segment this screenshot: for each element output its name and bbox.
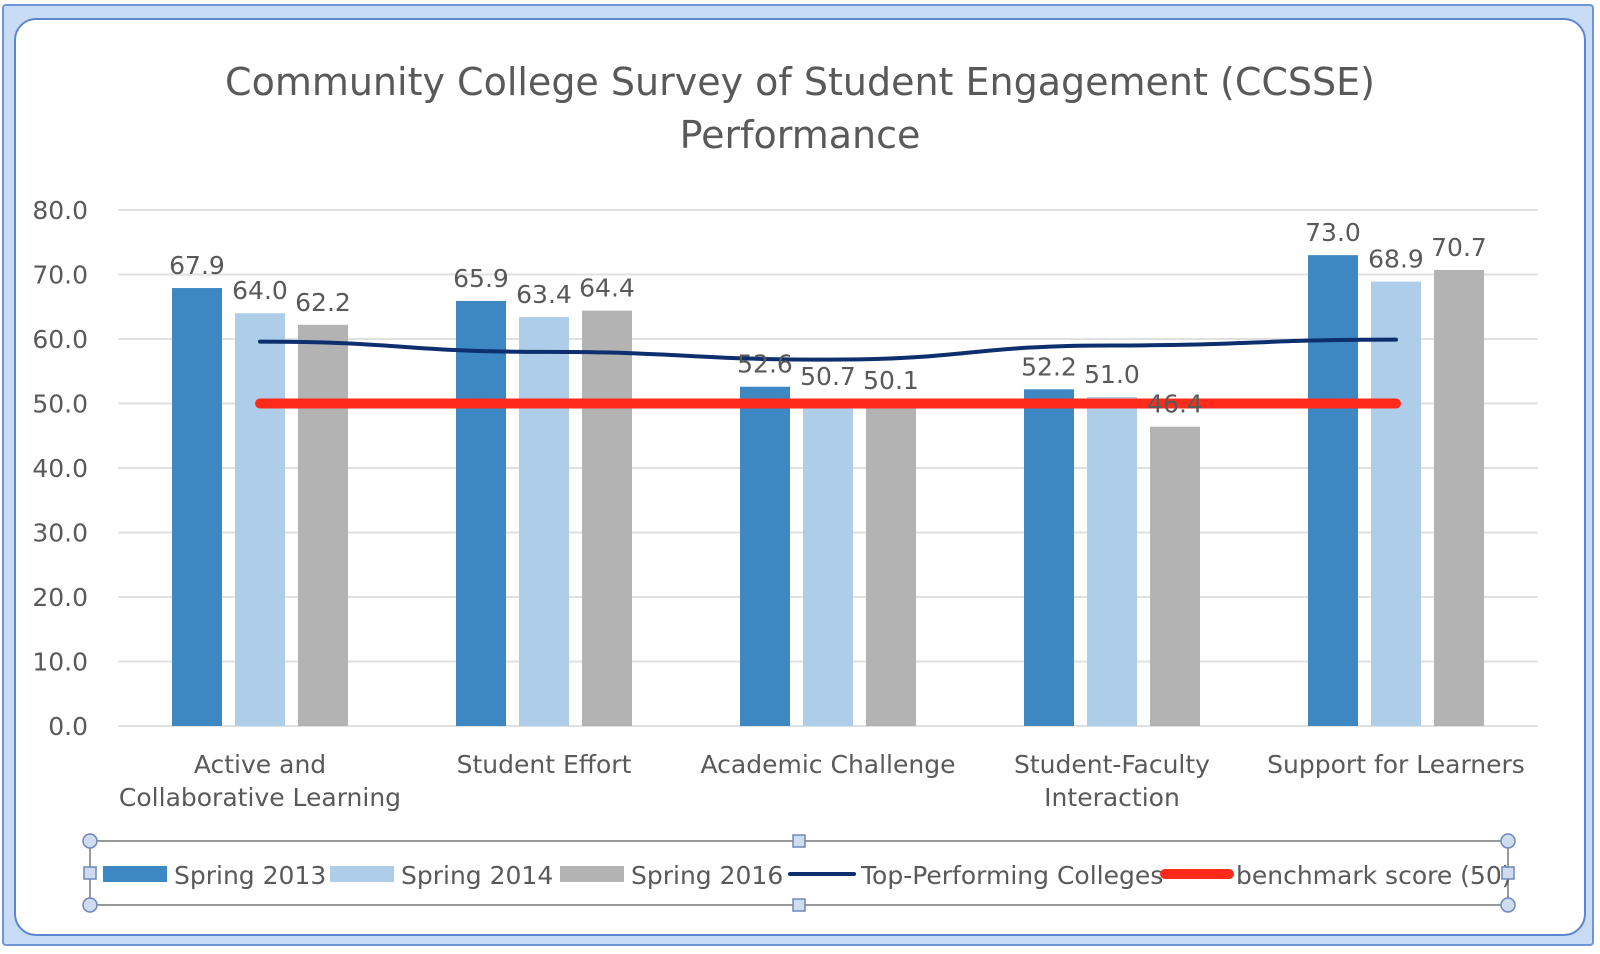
y-tick-label: 0.0	[48, 712, 88, 741]
x-category-label: Student Effort	[457, 750, 632, 779]
legend-label: Spring 2013	[174, 861, 326, 890]
x-category-label: Active and	[194, 750, 326, 779]
legend-swatch	[330, 866, 394, 882]
bar-spring-2014[interactable]	[235, 313, 285, 726]
data-label: 67.9	[169, 251, 225, 280]
resize-handle-icon[interactable]	[1501, 866, 1515, 880]
resize-handle-icon[interactable]	[792, 834, 806, 848]
data-label: 52.2	[1021, 352, 1077, 381]
data-label: 50.7	[800, 362, 856, 391]
legend-label: benchmark score (50)	[1236, 861, 1512, 890]
bar-spring-2016[interactable]	[298, 324, 348, 726]
y-tick-label: 80.0	[32, 196, 88, 225]
resize-handle-icon[interactable]	[792, 898, 806, 912]
data-label: 51.0	[1084, 360, 1140, 389]
data-label: 62.2	[295, 288, 351, 317]
data-label: 50.1	[863, 366, 919, 395]
bar-spring-2013[interactable]	[1308, 255, 1358, 726]
bar-spring-2016[interactable]	[1434, 269, 1484, 726]
chart-title-line-1: Community College Survey of Student Enga…	[225, 60, 1375, 104]
bar-spring-2014[interactable]	[1087, 397, 1137, 726]
y-tick-label: 50.0	[32, 390, 88, 419]
y-tick-label: 60.0	[32, 325, 88, 354]
legend-swatch	[103, 866, 167, 882]
bar-spring-2014[interactable]	[519, 317, 569, 726]
top-performing-line[interactable]	[258, 337, 1398, 362]
bar-spring-2016[interactable]	[866, 402, 916, 726]
resize-handle-icon[interactable]	[82, 833, 98, 849]
resize-handle-icon[interactable]	[1500, 897, 1516, 913]
resize-handle-icon[interactable]	[82, 897, 98, 913]
data-label: 46.4	[1147, 390, 1203, 419]
resize-handle-icon[interactable]	[1500, 833, 1516, 849]
bar-spring-2016[interactable]	[582, 310, 632, 726]
bar-spring-2013[interactable]	[740, 386, 790, 726]
data-label: 68.9	[1368, 245, 1424, 274]
y-tick-label: 20.0	[32, 583, 88, 612]
legend-label: Top-Performing Colleges	[860, 861, 1163, 890]
legend-swatch	[560, 866, 624, 882]
chart-title-line-2: Performance	[680, 113, 921, 157]
resize-handle-icon[interactable]	[83, 866, 97, 880]
bar-spring-2014[interactable]	[803, 398, 853, 726]
chart-title: Community College Survey of Student Enga…	[225, 60, 1375, 157]
data-label: 63.4	[516, 280, 572, 309]
y-tick-label: 70.0	[32, 261, 88, 290]
x-category-label: Student-Faculty	[1014, 750, 1210, 779]
x-category-label: Collaborative Learning	[119, 783, 401, 812]
data-label: 65.9	[453, 264, 509, 293]
y-tick-label: 10.0	[32, 648, 88, 677]
x-category-label: Academic Challenge	[701, 750, 956, 779]
data-label: 64.4	[579, 274, 635, 303]
bar-spring-2013[interactable]	[172, 288, 222, 726]
data-label: 73.0	[1305, 218, 1361, 247]
bar-spring-2016[interactable]	[1150, 426, 1200, 726]
data-label: 64.0	[232, 276, 288, 305]
x-category-label: Interaction	[1044, 783, 1180, 812]
x-category-label: Support for Learners	[1267, 750, 1525, 779]
legend-label: Spring 2014	[401, 861, 553, 890]
y-tick-label: 30.0	[32, 519, 88, 548]
legend-label: Spring 2016	[631, 861, 783, 890]
legend[interactable]: Spring 2013 Spring 2014 Spring 2016 Top-Per…	[82, 833, 1516, 913]
data-label: 52.6	[737, 350, 793, 379]
y-tick-label: 40.0	[32, 454, 88, 483]
bar-spring-2013[interactable]	[456, 300, 506, 726]
bar-spring-2014[interactable]	[1371, 281, 1421, 726]
bar-spring-2013[interactable]	[1024, 389, 1074, 726]
data-label: 70.7	[1431, 233, 1487, 262]
